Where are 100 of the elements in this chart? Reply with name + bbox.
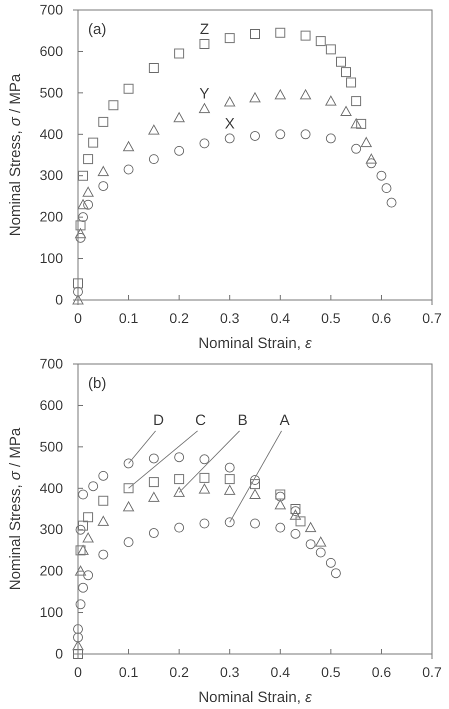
point [78, 544, 89, 555]
x-tick-label: 0.7 [422, 310, 442, 326]
point [250, 489, 260, 499]
point [98, 181, 108, 192]
point [83, 512, 94, 522]
point [275, 129, 286, 140]
point [98, 470, 108, 481]
point [274, 499, 286, 510]
point [376, 170, 386, 181]
y-axis-title: Nominal Stress, σ / MPa [7, 73, 24, 236]
y-tick-label: 600 [40, 396, 64, 413]
y-tick-label: 700 [40, 355, 64, 372]
point [300, 89, 312, 100]
point [224, 96, 236, 106]
point [98, 550, 108, 560]
point [325, 96, 336, 106]
point [123, 141, 134, 152]
point [73, 286, 83, 297]
y-tick-label: 200 [40, 562, 64, 579]
point [124, 537, 134, 548]
y-tick-label: 400 [40, 480, 64, 496]
point [148, 154, 159, 164]
point [148, 477, 159, 488]
point [315, 536, 326, 547]
point [224, 33, 235, 44]
point [88, 481, 98, 492]
point [75, 228, 86, 238]
x-tick-label: 0.5 [321, 664, 341, 680]
point [290, 528, 300, 539]
point [75, 566, 86, 576]
point [300, 30, 311, 41]
point [199, 518, 210, 528]
annotation: Y [199, 86, 210, 103]
x-axis-title: Nominal Strain, ε [198, 335, 312, 352]
point [73, 278, 83, 288]
point [198, 484, 210, 494]
y-tick-label: 500 [40, 84, 64, 100]
annotation: C [195, 412, 206, 429]
point [366, 158, 376, 168]
x-axis-title: Nominal Strain, ε [198, 689, 312, 706]
y-tick-label: 400 [40, 126, 64, 142]
point [250, 479, 260, 490]
point [305, 522, 316, 532]
point [148, 528, 159, 538]
point [124, 164, 134, 174]
point [224, 474, 235, 484]
point [73, 624, 83, 634]
point [360, 137, 372, 148]
annotation: Z [200, 20, 210, 38]
point [224, 517, 235, 528]
x-tick-label: 0 [74, 310, 82, 326]
point [124, 458, 134, 468]
point [326, 133, 336, 144]
x-tick-label: 0.3 [220, 310, 240, 326]
annotation: (b) [88, 375, 106, 392]
point [366, 154, 377, 164]
x-tick-label: 0.4 [270, 664, 290, 680]
point [346, 78, 356, 88]
y-axis-title: Nominal Stress, σ / MPa [7, 427, 24, 590]
point [78, 212, 88, 222]
point [174, 112, 185, 122]
x-tick-label: 0.3 [220, 664, 240, 680]
y-tick-label: 0 [55, 645, 64, 662]
point [340, 106, 352, 116]
point [275, 490, 286, 500]
point [148, 63, 159, 73]
x-tick-label: 0.6 [372, 664, 392, 680]
point [224, 462, 235, 473]
x-tick-label: 0.7 [422, 664, 442, 680]
x-tick-label: 0.2 [169, 664, 190, 680]
point [224, 484, 236, 495]
y-tick-label: 100 [40, 250, 64, 266]
x-tick-label: 0.5 [321, 310, 341, 326]
point [88, 138, 98, 148]
point [174, 48, 184, 58]
point [356, 118, 366, 129]
point [336, 56, 346, 67]
point [290, 510, 301, 520]
point [83, 154, 94, 164]
point [72, 294, 84, 304]
x-tick-label: 0.6 [372, 310, 392, 326]
point [326, 44, 336, 54]
point [386, 198, 397, 208]
point [300, 129, 311, 140]
annotation: D [153, 412, 164, 429]
point [76, 524, 86, 535]
point [108, 100, 118, 110]
point [290, 504, 300, 514]
point [82, 186, 94, 197]
point [98, 496, 108, 506]
x-tick-label: 0 [74, 664, 82, 680]
point [174, 146, 184, 156]
point [224, 133, 235, 144]
y-tick-label: 500 [40, 438, 64, 454]
point [306, 539, 316, 550]
y-tick-label: 300 [40, 167, 64, 184]
point [78, 520, 88, 531]
point [76, 232, 86, 243]
point [76, 220, 86, 230]
point [250, 29, 260, 40]
